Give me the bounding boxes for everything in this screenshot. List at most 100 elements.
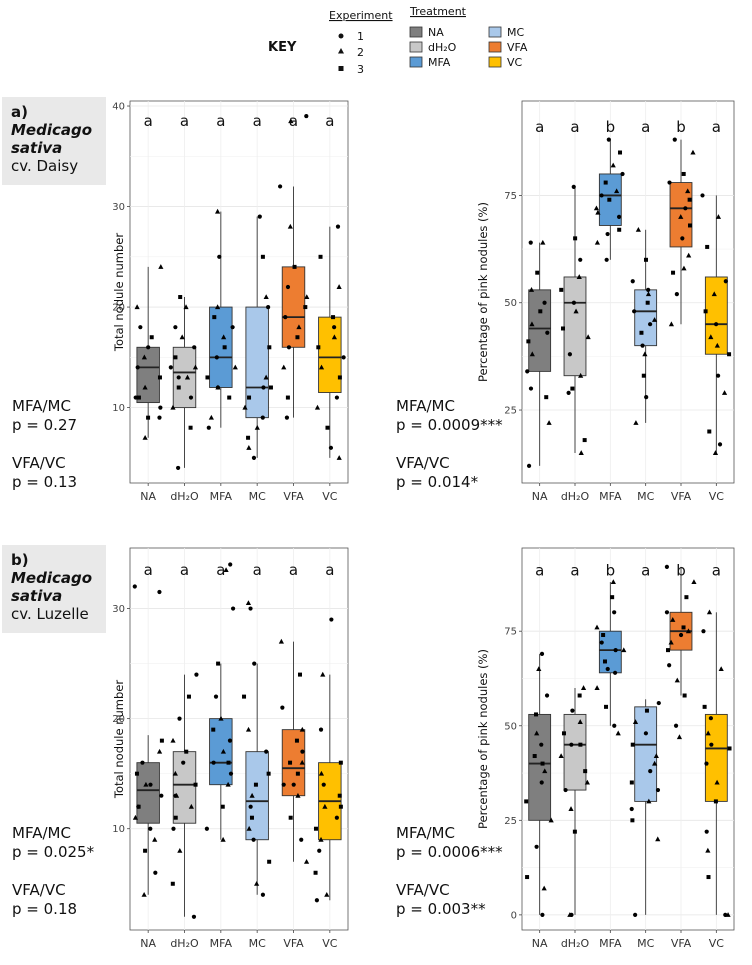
data-point-triangle [633, 420, 639, 425]
data-point-triangle [324, 891, 330, 897]
stat-comparison: VFA/VC [396, 454, 450, 472]
data-point-square [703, 309, 708, 314]
data-point-triangle [254, 424, 260, 430]
box-body [136, 762, 160, 824]
data-point-square [220, 804, 225, 809]
data-point-triangle [528, 287, 535, 292]
data-point-square [684, 595, 689, 600]
box-body [598, 630, 622, 674]
data-point-circle [148, 826, 153, 831]
data-point-square [629, 780, 634, 785]
data-point-triangle [718, 666, 724, 672]
data-point-circle [329, 617, 334, 622]
treatment-label: MC [507, 26, 524, 39]
data-point-triangle [541, 885, 547, 891]
data-point-square [173, 355, 178, 360]
data-point-triangle [278, 638, 284, 644]
data-point-triangle [246, 445, 252, 450]
data-point-circle [334, 815, 339, 820]
data-point-circle [188, 395, 194, 400]
data-point-circle [281, 782, 286, 787]
data-point-triangle [134, 304, 140, 310]
data-point-square [570, 386, 575, 391]
data-point-triangle [303, 858, 310, 864]
data-point-triangle [580, 685, 587, 690]
data-point-square [193, 782, 198, 787]
data-point-square [702, 704, 707, 709]
y-tick-label: 75 [504, 627, 517, 638]
box-plot-b-left: 10 20 30 Total nodule number a a a a a a NA dH₂O MFA… [112, 547, 349, 950]
data-point-circle [648, 322, 653, 327]
data-point-circle [257, 214, 262, 219]
data-point-circle [251, 455, 257, 460]
data-point-square [268, 385, 273, 390]
data-point-square [572, 829, 577, 834]
box-5 [704, 612, 728, 915]
stat-comparison: MFA/MC [12, 824, 71, 842]
treatment-swatch [409, 56, 423, 68]
data-point-triangle [232, 364, 238, 370]
data-point-square [292, 264, 297, 269]
data-point-triangle [170, 737, 176, 743]
data-point-circle [629, 806, 634, 812]
data-point-square [707, 429, 712, 434]
significance-letter: a [144, 112, 153, 130]
data-point-circle [632, 309, 637, 314]
data-point-square [705, 244, 710, 249]
data-point-square [267, 859, 272, 864]
data-point-triangle [245, 726, 252, 732]
significance-letter: a [180, 112, 189, 130]
data-point-circle [640, 343, 645, 348]
data-point-triangle [546, 420, 552, 425]
data-point-square [159, 738, 164, 743]
x-tick-label: VC [322, 490, 338, 503]
data-point-circle [181, 760, 186, 765]
data-point-triangle [568, 806, 574, 811]
box-body [528, 713, 552, 821]
data-point-square [618, 150, 623, 155]
data-point-circle [194, 672, 199, 677]
data-point-square [288, 760, 293, 765]
data-point-circle [148, 782, 153, 787]
data-point-circle [176, 375, 181, 380]
data-point-triangle [705, 847, 711, 853]
data-point-circle [683, 206, 688, 211]
data-point-triangle [594, 685, 600, 690]
data-point-triangle [621, 647, 627, 653]
data-point-circle [206, 425, 211, 430]
data-point-circle [616, 214, 622, 219]
box-body [209, 306, 233, 388]
box-0 [136, 735, 160, 895]
significance-letter: a [570, 562, 579, 580]
treatment-swatch [488, 56, 502, 68]
data-point-triangle [184, 374, 191, 380]
data-point-square [644, 708, 649, 713]
data-point-circle [260, 892, 266, 897]
data-point-circle [701, 629, 706, 634]
data-point-square [266, 771, 271, 776]
data-point-circle [300, 749, 305, 754]
x-tick-label: NA [532, 937, 548, 950]
data-point-circle [332, 325, 337, 330]
data-point-triangle [705, 730, 711, 736]
data-point-circle [714, 322, 719, 327]
data-point-square [630, 818, 635, 823]
stat-pvalue: p = 0.003** [396, 900, 486, 918]
square-marker-icon [338, 66, 344, 71]
data-point-square [295, 771, 300, 776]
data-point-triangle [655, 836, 661, 842]
data-point-triangle [177, 847, 183, 853]
data-point-triangle [304, 294, 310, 300]
box-0 [528, 653, 552, 915]
data-point-triangle [646, 798, 652, 804]
significance-letter: a [216, 112, 225, 130]
experiment-label: 2 [357, 46, 364, 59]
stat-pvalue: p = 0.13 [12, 473, 78, 491]
data-point-circle [680, 236, 685, 241]
data-point-circle [230, 325, 235, 330]
significance-letter: a [325, 112, 334, 130]
data-point-triangle [299, 759, 305, 765]
data-point-triangle [632, 719, 639, 724]
data-point-triangle [529, 321, 535, 327]
data-point-square [577, 693, 582, 698]
